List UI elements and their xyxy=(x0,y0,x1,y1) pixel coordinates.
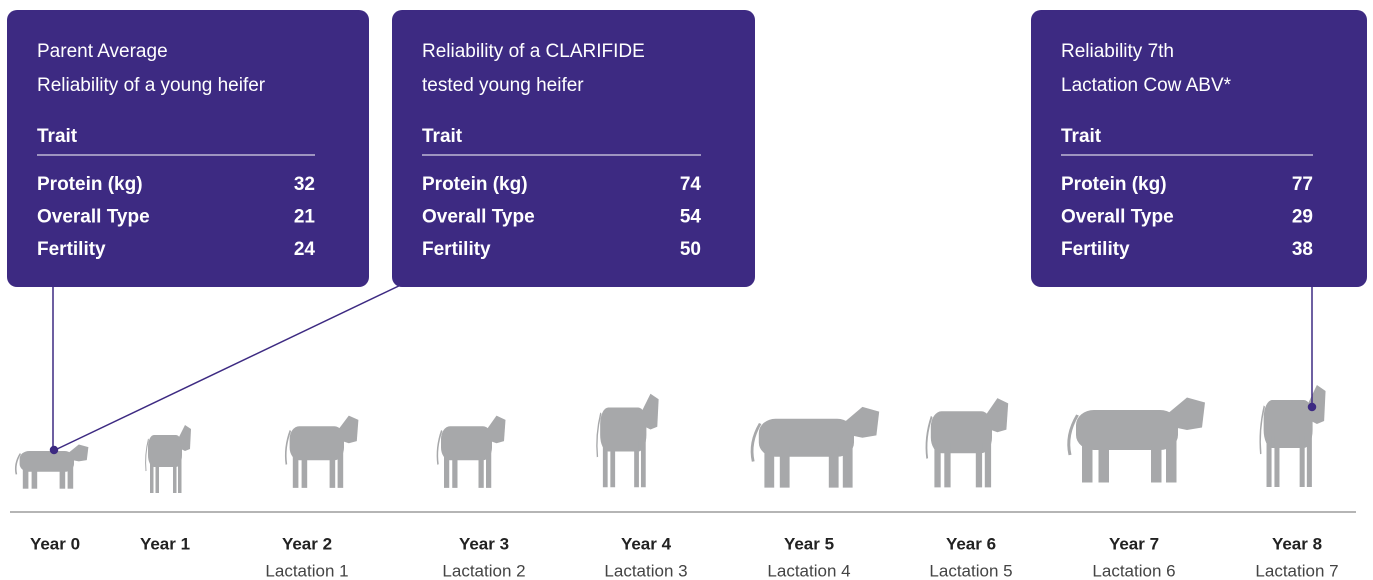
year-label: Year 3 xyxy=(459,534,509,553)
lactation-label: Lactation 4 xyxy=(767,561,850,580)
year-label: Year 5 xyxy=(784,534,834,553)
cow-icon xyxy=(286,416,359,488)
cow-icon xyxy=(1260,385,1325,487)
lactation-label: Lactation 7 xyxy=(1255,561,1338,580)
row-value: 50 xyxy=(680,239,701,260)
connector-dot xyxy=(1309,404,1316,411)
cow-icon xyxy=(437,416,505,488)
connector-dot xyxy=(51,447,58,454)
row-value: 54 xyxy=(680,207,702,228)
row-label: Protein (kg) xyxy=(422,174,528,195)
box-title: Reliability of a CLARIFIDE xyxy=(422,41,645,62)
row-label: Overall Type xyxy=(37,207,150,228)
box-title: tested young heifer xyxy=(422,75,584,96)
cow-icon xyxy=(926,398,1008,487)
year-label: Year 7 xyxy=(1109,534,1159,553)
box-title: Lactation Cow ABV* xyxy=(1061,75,1232,96)
box-title: Parent Average xyxy=(37,41,168,62)
row-label: Overall Type xyxy=(422,207,535,228)
row-value: 38 xyxy=(1292,239,1313,260)
year-label: Year 2 xyxy=(282,534,332,553)
year-label: Year 1 xyxy=(140,534,190,553)
cow-icon xyxy=(146,425,191,493)
row-label: Protein (kg) xyxy=(37,174,143,195)
row-label: Overall Type xyxy=(1061,207,1174,228)
lactation-label: Lactation 5 xyxy=(929,561,1012,580)
info-box: Reliability of a CLARIFIDE tested young h… xyxy=(392,10,755,287)
box-header: Trait xyxy=(422,126,463,147)
row-label: Fertility xyxy=(37,239,106,260)
lactation-label: Lactation 6 xyxy=(1092,561,1175,580)
box-title: Reliability of a young heifer xyxy=(37,75,266,96)
lactation-label: Lactation 2 xyxy=(442,561,525,580)
row-label: Fertility xyxy=(1061,239,1130,260)
row-label: Fertility xyxy=(422,239,491,260)
box-title: Reliability 7th xyxy=(1061,41,1174,62)
row-label: Protein (kg) xyxy=(1061,174,1167,195)
year-label: Year 0 xyxy=(30,534,80,553)
year-label: Year 4 xyxy=(621,534,672,553)
row-value: 77 xyxy=(1292,174,1313,195)
infographic: Parent Average Reliability of a young hei… xyxy=(0,0,1373,580)
row-value: 24 xyxy=(294,239,316,260)
row-value: 32 xyxy=(294,174,315,195)
cow-icon xyxy=(752,407,879,488)
lactation-label: Lactation 1 xyxy=(265,561,348,580)
row-value: 74 xyxy=(680,174,702,195)
cow-icon xyxy=(597,394,659,488)
year-label: Year 6 xyxy=(946,534,996,553)
info-box: Parent Average Reliability of a young hei… xyxy=(7,10,369,287)
row-value: 21 xyxy=(294,207,316,228)
info-box: Reliability 7th Lactation Cow ABV* Trait Pr… xyxy=(1031,10,1367,287)
cows xyxy=(16,385,1326,493)
row-value: 29 xyxy=(1292,207,1313,228)
cow-icon xyxy=(1069,398,1205,483)
year-label: Year 8 xyxy=(1272,534,1322,553)
box-header: Trait xyxy=(1061,126,1102,147)
lactation-label: Lactation 3 xyxy=(604,561,687,580)
box-header: Trait xyxy=(37,126,78,147)
